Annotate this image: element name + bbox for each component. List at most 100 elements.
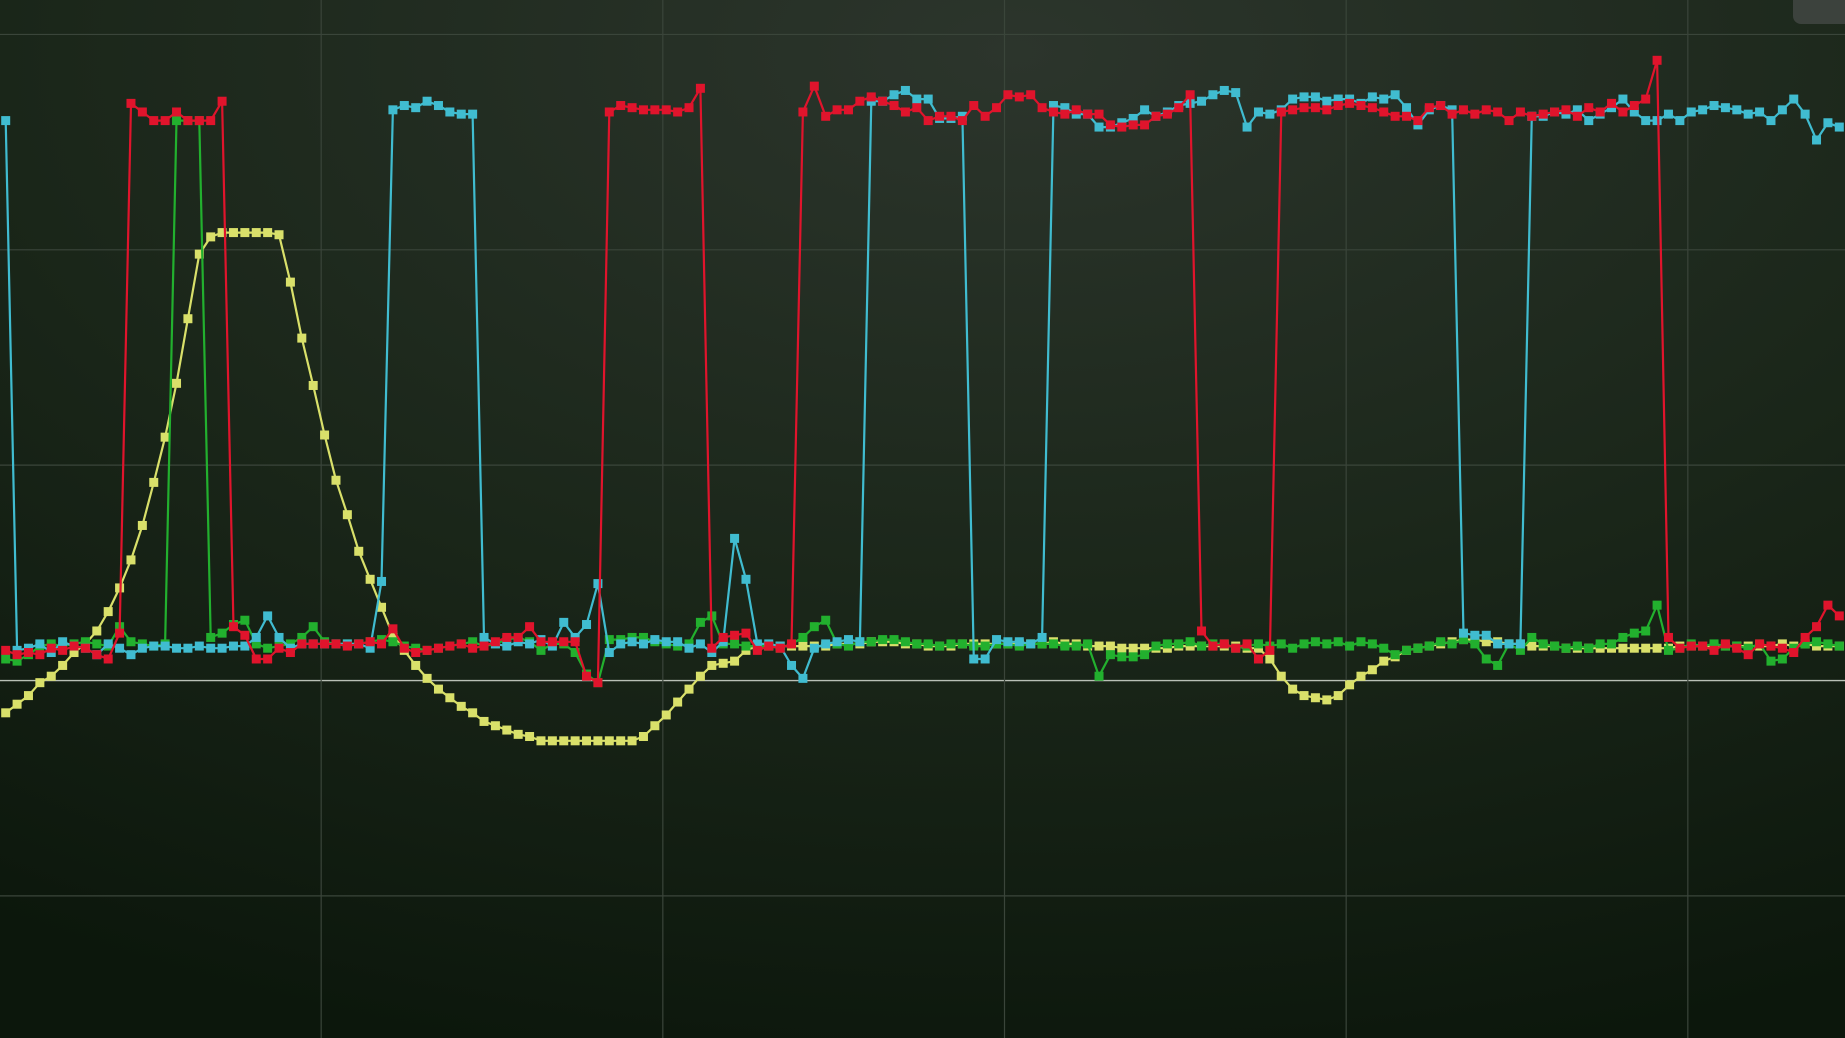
point-marker [1493,639,1503,649]
point-marker [149,116,159,126]
point-marker [1641,94,1651,104]
point-marker [1698,641,1708,651]
point-marker [1527,111,1537,121]
point-marker [798,641,808,651]
point-marker [342,641,352,651]
point-marker [1698,105,1708,115]
point-marker [1504,116,1514,126]
point-marker [1117,652,1127,662]
point-marker [889,90,899,100]
point-marker [1515,107,1525,117]
point-marker [695,671,705,681]
point-marker [1208,641,1218,651]
point-marker [1402,645,1412,655]
point-marker [1322,96,1332,106]
point-marker [912,103,922,113]
point-marker [627,736,637,746]
point-marker [445,693,455,703]
point-marker [377,576,387,586]
corner-button[interactable] [1793,0,1845,24]
point-marker [1447,639,1457,649]
point-marker [1105,650,1115,660]
point-marker [228,228,238,238]
point-marker [1276,107,1286,117]
point-marker [251,228,261,238]
point-marker [1413,116,1423,126]
point-marker [821,639,831,649]
point-marker [502,725,512,735]
point-marker [308,622,318,632]
point-marker [1641,116,1651,126]
point-marker [582,620,592,630]
point-marker [217,96,227,106]
point-marker [183,314,193,324]
point-marker [285,648,295,658]
point-marker [1037,639,1047,649]
point-marker [1675,643,1685,653]
point-marker [1481,637,1491,647]
point-marker [1174,103,1184,113]
point-marker [23,648,33,658]
point-marker [1424,641,1434,651]
point-marker [1014,637,1024,647]
point-marker [1390,111,1400,121]
point-marker [217,628,227,638]
point-marker [411,103,421,113]
point-marker [1333,101,1343,111]
point-marker [194,116,204,126]
point-marker [1231,643,1241,653]
point-marker [1367,639,1377,649]
point-marker [695,617,705,627]
point-marker [1310,637,1320,647]
point-marker [1652,643,1662,653]
point-marker [46,671,56,681]
point-marker [559,617,569,627]
point-marker [1652,600,1662,610]
point-marker [525,622,535,632]
point-marker [992,103,1002,113]
point-marker [1162,639,1172,649]
point-marker [479,632,489,642]
point-marker [843,635,853,645]
point-marker [1629,107,1639,117]
point-marker [1140,120,1150,130]
point-marker [638,639,648,649]
point-marker [536,645,546,655]
point-marker [274,632,284,642]
point-marker [206,643,216,653]
point-marker [1709,645,1719,655]
point-marker [718,632,728,642]
point-marker [479,641,489,651]
point-marker [1356,637,1366,647]
point-marker [1345,641,1355,651]
point-marker [718,658,728,668]
point-marker [172,378,182,388]
point-marker [422,96,432,106]
point-marker [1755,639,1765,649]
point-marker [1618,632,1628,642]
point-marker [1140,105,1150,115]
point-marker [1094,671,1104,681]
point-marker [433,101,443,111]
point-marker [923,639,933,649]
point-marker [468,708,478,718]
point-marker [35,650,45,660]
point-marker [1777,105,1787,115]
point-marker [661,710,671,720]
point-marker [183,116,193,126]
point-marker [536,637,546,647]
point-marker [1117,643,1127,653]
point-marker [1823,639,1833,649]
point-marker [1071,641,1081,651]
point-marker [525,732,535,742]
point-marker [320,430,330,440]
point-marker [1299,639,1309,649]
point-marker [627,103,637,113]
point-marker [787,639,797,649]
point-marker [582,671,592,681]
point-marker [1800,639,1810,649]
point-marker [855,96,865,106]
point-marker [263,643,273,653]
point-marker [1299,92,1309,102]
point-marker [1048,101,1058,111]
